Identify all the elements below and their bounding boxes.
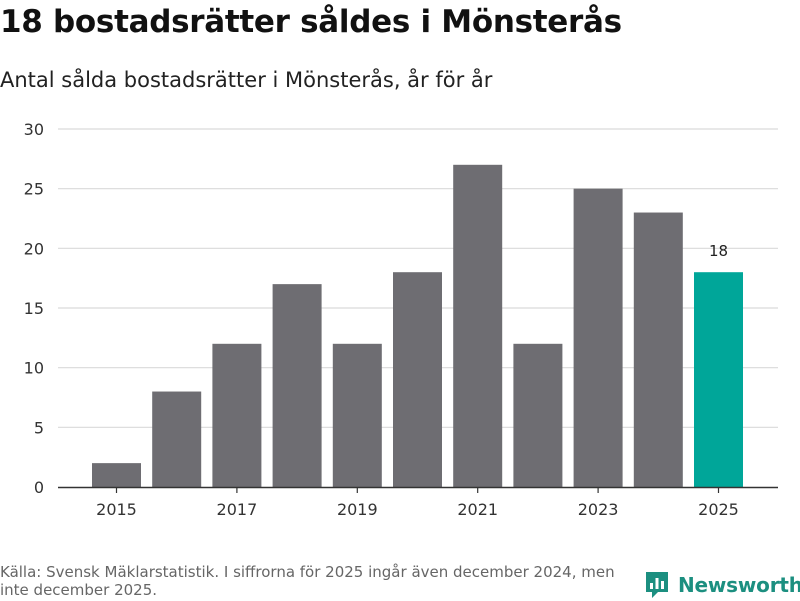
newsworthy-logo-icon (646, 572, 668, 598)
y-tick-label: 0 (34, 478, 44, 497)
source-note: Källa: Svensk Mäklarstatistik. I siffror… (0, 563, 615, 599)
y-tick-label: 25 (24, 180, 44, 199)
y-tick-label: 15 (24, 299, 44, 318)
x-tick-label: 2025 (698, 500, 739, 519)
y-tick-label: 30 (24, 120, 44, 139)
y-axis-ticks: 0 5 10 15 20 25 30 (24, 120, 44, 497)
x-tick-label: 2021 (457, 500, 498, 519)
bar-2019 (332, 343, 382, 487)
bar-2020 (393, 272, 442, 487)
x-axis-ticks: 2015 2017 2019 2021 2023 2025 (96, 487, 739, 519)
x-tick-label: 2019 (337, 500, 378, 519)
bar-2018 (272, 284, 322, 487)
brand-logo: Newsworthy (644, 569, 800, 601)
bar-2017 (212, 343, 262, 487)
y-tick-label: 10 (24, 359, 44, 378)
bar-2023 (573, 188, 623, 487)
data-labels: 18 (709, 242, 728, 260)
bar-2022 (513, 343, 563, 487)
y-tick-label: 20 (24, 239, 44, 258)
x-tick-label: 2015 (96, 500, 137, 519)
bar-2025 (694, 272, 743, 487)
chart-subtitle: Antal sålda bostadsrätter i Mönsterås, å… (0, 68, 493, 92)
bar-2016 (152, 391, 202, 487)
y-tick-label: 5 (34, 418, 44, 437)
bar-2021 (453, 164, 503, 488)
x-tick-label: 2017 (217, 500, 258, 519)
chart-title: 18 bostadsrätter såldes i Mönsterås (0, 4, 622, 40)
bar-2024 (633, 212, 683, 488)
bars (92, 164, 743, 488)
brand-name: Newsworthy (678, 573, 800, 597)
bar-2015 (92, 463, 141, 487)
data-label-2025: 18 (709, 242, 728, 260)
x-tick-label: 2023 (578, 500, 619, 519)
